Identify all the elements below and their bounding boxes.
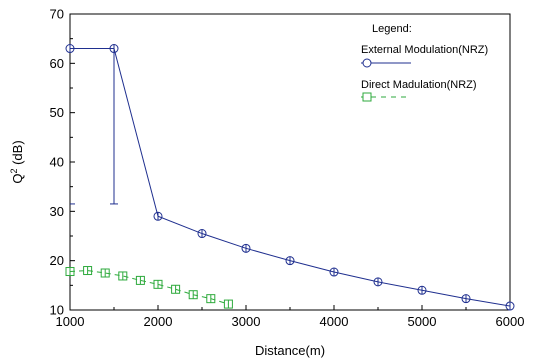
y-axis-title: Q2 (dB) (9, 140, 25, 183)
x-tick-label: 6000 (496, 314, 525, 329)
x-tick-label: 3000 (232, 314, 261, 329)
plot-frame (69, 13, 511, 311)
x-tick-label: 1000 (56, 314, 85, 329)
x-axis-title: Distance(m) (255, 343, 325, 358)
series-layer (65, 44, 515, 311)
y-axis-title-unit: (dB) (10, 140, 25, 168)
y-tick-label: 20 (50, 253, 64, 268)
y-tick-label: 10 (50, 303, 64, 318)
x-axis-ticks: 1000 2000 3000 4000 5000 6000 (56, 305, 525, 329)
legend-entry-0-marker (362, 58, 372, 68)
y-tick-label: 40 (50, 155, 64, 170)
y-tick-label: 50 (50, 105, 64, 120)
legend-title: Legend: (372, 23, 412, 35)
legend-entry-1-label: Direct Madulation(NRZ) (361, 79, 477, 91)
legend-entry-1-marker (362, 92, 372, 102)
x-tick-label: 4000 (320, 314, 349, 329)
series-1 (65, 266, 233, 309)
y-tick-label: 30 (50, 204, 64, 219)
legend: Legend: External Modulation(NRZ) Direct … (361, 23, 488, 102)
x-tick-label: 2000 (144, 314, 173, 329)
y-tick-label: 60 (50, 56, 64, 71)
x-tick-label: 5000 (408, 314, 437, 329)
y-axis-title-superscript: 2 (9, 169, 19, 174)
y-tick-label: 70 (50, 7, 64, 22)
y-axis-ticks: 10 20 30 40 50 60 70 (50, 7, 75, 318)
legend-entry-0-label: External Modulation(NRZ) (361, 44, 488, 56)
y-axis-title-base: Q (10, 174, 25, 184)
series-1-line (69, 270, 229, 305)
